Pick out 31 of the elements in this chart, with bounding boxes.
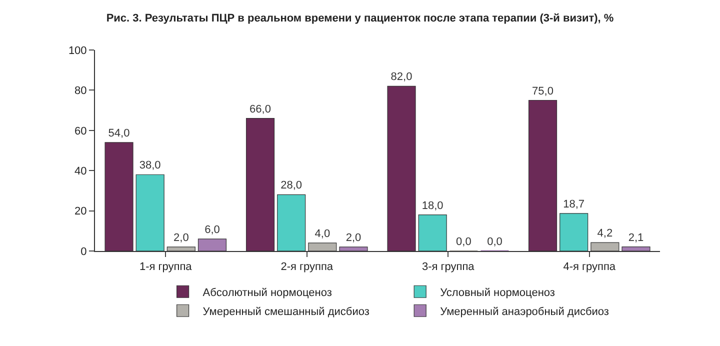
data-label: 4,0: [314, 228, 330, 240]
data-label: 18,0: [422, 200, 444, 212]
data-label: 54,0: [108, 127, 130, 140]
y-tick-label: 40: [74, 165, 87, 178]
legend-label: Абсолютный нормоценоз: [202, 286, 332, 299]
data-label: 28,0: [280, 180, 302, 192]
data-label: 2,1: [628, 232, 644, 244]
data-label: 2,0: [174, 232, 189, 244]
y-tick-label: 80: [74, 85, 87, 98]
x-tick-label: 4-я группа: [563, 261, 616, 274]
legend-label: Умеренный смешанный дисбиоз: [202, 306, 370, 318]
x-tick-label: 1-я группа: [139, 261, 193, 274]
chart-title: Рис. 3. Результаты ПЦР в реальном времени у пациенток после этапа терапии (3-й визит), %: [106, 12, 614, 25]
data-label: 0,0: [487, 236, 502, 248]
data-label: 4,2: [597, 228, 613, 240]
data-label: 38,0: [139, 160, 161, 172]
data-label: 18,7: [563, 198, 585, 210]
y-tick-label: 0: [80, 246, 87, 258]
data-label: 66,0: [250, 103, 271, 116]
data-label: 2,0: [346, 232, 362, 244]
x-tick-label: 3-я группа: [422, 261, 476, 274]
y-tick-label: 60: [74, 125, 87, 138]
y-tick-label: 20: [74, 206, 87, 218]
data-label: 6,0: [204, 224, 220, 236]
y-tick-label: 100: [68, 44, 87, 57]
legend-label: Умеренный анаэробный дисбиоз: [440, 306, 609, 318]
data-label: 82,0: [390, 71, 412, 84]
data-label: 0,0: [456, 236, 472, 248]
x-tick-label: 2-я группа: [280, 261, 334, 274]
legend-label: Условный нормоценоз: [440, 286, 555, 299]
data-label: 75,0: [532, 85, 554, 98]
